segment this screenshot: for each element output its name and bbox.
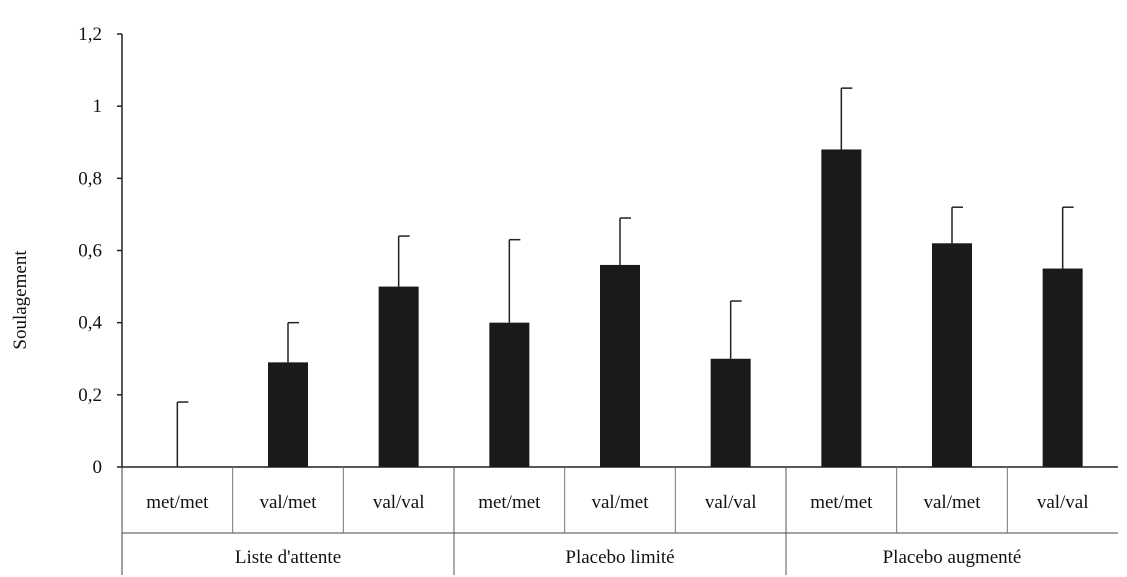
bar [489, 322, 530, 467]
category-label: met/met [146, 492, 209, 513]
category-label: met/met [810, 492, 873, 513]
y-tick-label: 0,4 [78, 313, 102, 334]
category-label: val/val [1037, 492, 1089, 513]
category-label: val/met [592, 492, 650, 513]
bar [821, 149, 862, 467]
category-label: met/met [478, 492, 541, 513]
bar [600, 264, 640, 467]
bar [710, 358, 751, 467]
category-label: val/met [260, 492, 318, 513]
group-label: Placebo augmenté [883, 547, 1022, 568]
bar [378, 286, 419, 467]
bar [1042, 268, 1083, 467]
error-bars [176, 87, 1074, 467]
bar [932, 243, 972, 467]
category-label: val/val [373, 492, 425, 513]
y-tick-label: 0,6 [78, 241, 102, 262]
group-label: Liste d'attente [235, 547, 341, 568]
y-tick-label: 1 [93, 96, 103, 117]
y-tick-label: 1,2 [78, 24, 102, 45]
bar [268, 362, 308, 467]
category-label: val/val [705, 492, 757, 513]
y-tick-label: 0,8 [78, 168, 102, 189]
group-label: Placebo limité [565, 547, 674, 568]
y-axis-label: Soulagement [10, 250, 31, 350]
y-tick-label: 0 [93, 457, 103, 478]
bars [268, 149, 1083, 467]
y-tick-label: 0,2 [78, 385, 102, 406]
category-labels: Liste d'attente met/met val/met val/val Plac… [146, 492, 1088, 568]
category-label: val/met [924, 492, 982, 513]
